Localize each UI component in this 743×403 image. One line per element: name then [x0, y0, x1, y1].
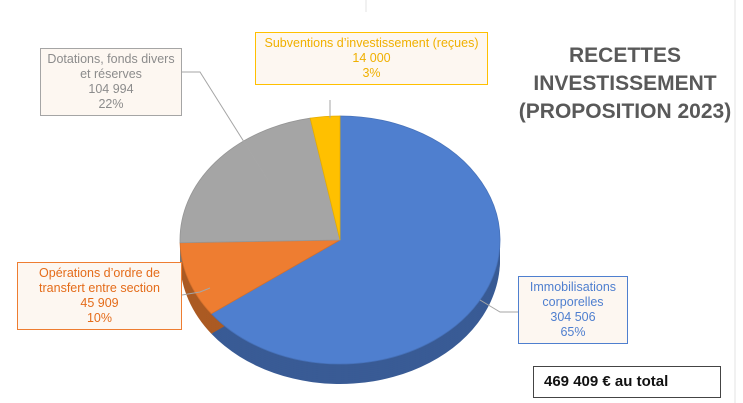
label-value: 10% [86, 311, 113, 325]
label-name: Subventions d’investissement (reçues) [264, 36, 479, 50]
leader-line [181, 287, 211, 296]
label-value: 3% [362, 66, 381, 80]
data-label: Immobilisations corporelles 304 506 65% [518, 276, 628, 344]
label-value: 104 994 [88, 82, 134, 96]
label-name: Immobilisations corporelles [529, 280, 617, 309]
slice [179, 117, 341, 244]
total-annotation: 469 409 € au total [533, 366, 721, 398]
label-value: 45 909 [80, 296, 119, 310]
label-value: 65% [560, 325, 586, 339]
slice [210, 115, 501, 365]
label-value: 14 000 [352, 51, 391, 65]
data-label: Dotations, fonds divers et réserves 104 9… [40, 48, 182, 116]
leader-line [479, 299, 518, 313]
slice [309, 115, 341, 241]
data-label: Opérations d’ordre de transfert entre se… [17, 262, 182, 330]
pie [179, 115, 501, 384]
leader-line [182, 71, 269, 181]
label-name: Dotations, fonds divers et réserves [47, 52, 175, 81]
label-name: Opérations d’ordre de transfert entre se… [39, 266, 160, 295]
label-value: 304 506 [550, 310, 596, 324]
label-value: 22% [98, 97, 124, 111]
data-label: Subventions d’investissement (reçues) 14 … [255, 32, 488, 85]
chart-title: RECETTES INVESTISSEMENT (PROPOSITION 202… [518, 44, 732, 123]
slice [179, 239, 341, 315]
